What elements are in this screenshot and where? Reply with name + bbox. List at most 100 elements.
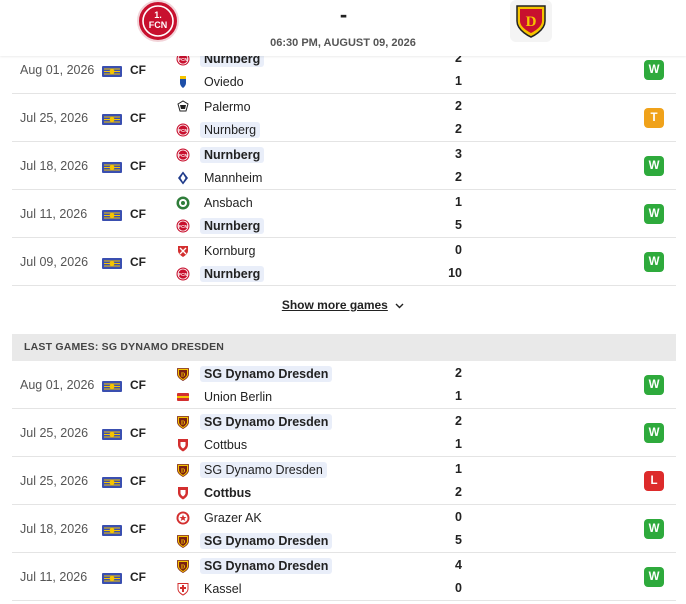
away-side-team[interactable]: Union Berlin [176, 388, 276, 406]
team-name[interactable]: SG Dynamo Dresden [200, 366, 333, 382]
away-side-score: 2 [455, 170, 462, 184]
dynamo-dresden-icon: D [176, 415, 190, 429]
svg-text:D: D [181, 565, 186, 571]
svg-text:FCN: FCN [178, 57, 187, 62]
home-side-team[interactable]: D SG Dynamo Dresden [176, 365, 333, 383]
match-row[interactable]: Aug 01, 2026 CF D SG Dynamo Dresden Union Be… [12, 361, 676, 409]
palermo-icon [176, 100, 190, 114]
away-side-team[interactable]: Mannheim [176, 169, 266, 187]
home-side-team[interactable]: FCN Nurnberg [176, 146, 265, 164]
competition-flag-icon [102, 160, 122, 173]
match-row[interactable]: Jul 09, 2026 CF Kornburg FCN Nurnberg 0 10 W [12, 238, 676, 286]
team-name[interactable]: Cottbus [204, 486, 252, 500]
match-row[interactable]: Jul 11, 2026 CF Ansbach FCN Nurnberg 1 5 W [12, 190, 676, 238]
home-side-score: 2 [455, 414, 462, 428]
team-name[interactable]: SG Dynamo Dresden [200, 414, 333, 430]
match-date: Jul 25, 2026 [20, 111, 89, 125]
chevron-down-icon [395, 298, 404, 312]
away-side-score: 0 [455, 581, 462, 595]
home-side-score: 1 [455, 462, 462, 476]
away-side-team[interactable]: Kassel [176, 580, 246, 598]
competition-label: CF [130, 426, 146, 440]
match-row[interactable]: Jul 18, 2026 CF FCN Nurnberg Mannheim 3 2 W [12, 142, 676, 190]
ansbach-icon [176, 196, 190, 210]
match-row[interactable]: Jul 11, 2026 CF D SG Dynamo Dresden Kassel 4 0… [12, 553, 676, 601]
team-name[interactable]: Mannheim [204, 171, 263, 185]
away-side-team[interactable]: FCN Nurnberg [176, 217, 265, 235]
away-side-team[interactable]: Oviedo [176, 73, 248, 91]
nurnberg-crest-icon[interactable]: 1. FCN [137, 0, 179, 42]
away-side-team[interactable]: FCN Nurnberg [176, 265, 265, 283]
away-side-score: 2 [455, 485, 462, 499]
svg-text:D: D [181, 373, 186, 379]
competition-flag-icon [102, 112, 122, 125]
svg-text:D: D [181, 540, 186, 546]
home-side-team[interactable]: Grazer AK [176, 509, 266, 527]
svg-text:FCN: FCN [178, 224, 187, 229]
team-name[interactable]: Union Berlin [204, 390, 273, 404]
result-badge: T [644, 108, 664, 128]
away-side-team[interactable]: FCN Nurnberg [176, 121, 261, 139]
match-row[interactable]: Jul 18, 2026 CF Grazer AK D SG Dynamo Dresde… [12, 505, 676, 553]
team-name[interactable]: Nurnberg [200, 218, 265, 234]
team-name[interactable]: Nurnberg [200, 122, 261, 138]
competition-label: CF [130, 570, 146, 584]
team-name[interactable]: Oviedo [204, 75, 244, 89]
show-more-label[interactable]: Show more games [281, 298, 388, 312]
away-side-score: 1 [455, 389, 462, 403]
dynamo-dresden-crest-icon[interactable]: D [510, 0, 552, 42]
dynamo-dresden-icon: D [176, 534, 190, 548]
competition-flag-icon [102, 571, 122, 584]
svg-text:D: D [181, 469, 186, 475]
competition-flag-icon [102, 64, 122, 77]
svg-text:FCN: FCN [178, 128, 187, 133]
result-badge: W [644, 204, 664, 224]
team-name[interactable]: Kornburg [204, 244, 256, 258]
competition-label: CF [130, 474, 146, 488]
home-side-team[interactable]: D SG Dynamo Dresden [176, 557, 333, 575]
team-name[interactable]: Kassel [204, 582, 242, 596]
home-side-team[interactable]: D SG Dynamo Dresden [176, 413, 333, 431]
result-badge: W [644, 375, 664, 395]
away-side-team[interactable]: Cottbus [176, 484, 255, 502]
team-name[interactable]: Nurnberg [200, 266, 265, 282]
away-side-team[interactable]: Cottbus [176, 436, 251, 454]
home-side-team[interactable]: Palermo [176, 98, 255, 116]
home-side-score: 2 [455, 99, 462, 113]
team-name[interactable]: SG Dynamo Dresden [200, 533, 333, 549]
home-side-team[interactable]: Kornburg [176, 242, 259, 260]
team-name[interactable]: Cottbus [204, 438, 248, 452]
match-date: Jul 25, 2026 [20, 474, 89, 488]
match-row[interactable]: Jul 25, 2026 CF D SG Dynamo Dresden Cottbus 2… [12, 409, 676, 457]
home-last-games-list: Aug 01, 2026 CF FCN Nurnberg Oviedo 2 1 W Jul 25… [12, 46, 676, 286]
competition-flag-icon [102, 475, 122, 488]
team-name[interactable]: Nurnberg [200, 147, 265, 163]
svg-text:FCN: FCN [149, 20, 168, 30]
team-name[interactable]: Ansbach [204, 196, 253, 210]
home-side-score: 2 [455, 366, 462, 380]
result-badge: W [644, 156, 664, 176]
match-row[interactable]: Jul 25, 2026 CF Palermo FCN Nurnberg 2 2 T [12, 94, 676, 142]
team-name[interactable]: Grazer AK [204, 511, 262, 525]
match-row[interactable]: Jul 25, 2026 CF D SG Dynamo Dresden Cottbus 1… [12, 457, 676, 505]
team-name[interactable]: Palermo [204, 100, 251, 114]
home-side-score: 0 [455, 510, 462, 524]
show-more-games-link[interactable]: Show more games [0, 298, 686, 312]
match-date: Jul 18, 2026 [20, 159, 89, 173]
oviedo-icon [176, 75, 190, 89]
score-separator: - [339, 2, 347, 27]
team-name[interactable]: SG Dynamo Dresden [200, 462, 327, 478]
competition-label: CF [130, 378, 146, 392]
away-side-score: 1 [455, 74, 462, 88]
match-date: Jul 25, 2026 [20, 426, 89, 440]
away-side-score: 10 [448, 266, 462, 280]
away-side-team[interactable]: D SG Dynamo Dresden [176, 532, 333, 550]
competition-flag-icon [102, 256, 122, 269]
home-side-team[interactable]: Ansbach [176, 194, 257, 212]
team-name[interactable]: SG Dynamo Dresden [200, 558, 333, 574]
svg-text:FCN: FCN [178, 272, 187, 277]
home-side-team[interactable]: D SG Dynamo Dresden [176, 461, 327, 479]
match-date: Jul 18, 2026 [20, 522, 89, 536]
home-side-score: 4 [455, 558, 462, 572]
competition-label: CF [130, 159, 146, 173]
